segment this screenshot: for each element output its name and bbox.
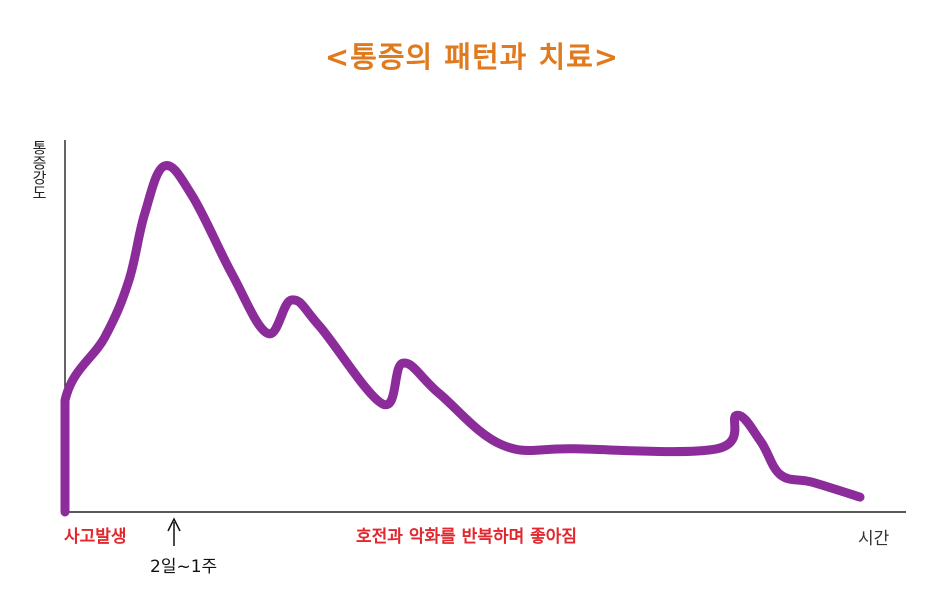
annotation-accident: 사고발생: [64, 527, 127, 547]
x-axis-label: 시간: [858, 529, 890, 549]
pain-curve: [60, 161, 865, 517]
annotation-peak: 2일~1주: [150, 557, 218, 577]
peak-arrow-head: [167, 517, 181, 532]
annotation-course: 호전과 악화를 반복하며 좋아짐: [356, 527, 578, 547]
y-axis-label: 통증강도: [30, 140, 48, 200]
chart-title: <통증의 패턴과 치료>: [324, 40, 620, 74]
